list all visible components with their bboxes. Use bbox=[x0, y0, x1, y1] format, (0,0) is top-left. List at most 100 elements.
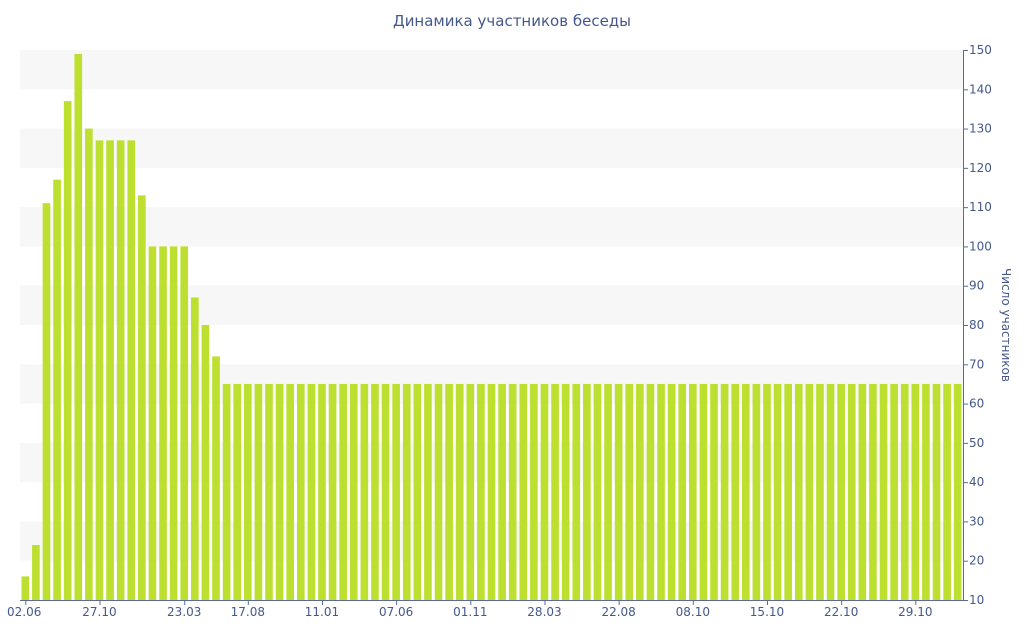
bar bbox=[667, 383, 676, 600]
bar bbox=[583, 383, 591, 600]
x-tick-label: 28.03 bbox=[527, 605, 561, 619]
y-tick-label: 100 bbox=[969, 239, 992, 253]
x-axis-ticks: 02.06 27.10 23.03 17.08 11.01 07.06 01.11 28.03… bbox=[7, 600, 932, 619]
grid-band bbox=[20, 128, 963, 168]
bar bbox=[858, 383, 867, 600]
bar bbox=[434, 383, 443, 600]
bar bbox=[413, 383, 422, 600]
bar bbox=[816, 383, 824, 600]
bar bbox=[318, 383, 326, 600]
bar bbox=[180, 246, 189, 600]
bar bbox=[371, 383, 379, 600]
grid-band bbox=[20, 207, 963, 247]
bars bbox=[21, 53, 962, 601]
bar bbox=[159, 246, 167, 600]
bar bbox=[21, 576, 30, 600]
grid-band bbox=[20, 50, 963, 90]
bar bbox=[275, 383, 284, 600]
bar bbox=[720, 383, 729, 600]
bar bbox=[402, 383, 411, 600]
bar bbox=[794, 383, 803, 600]
bar bbox=[201, 325, 210, 600]
bar bbox=[116, 140, 125, 600]
y-tick-label: 70 bbox=[969, 357, 984, 371]
bar bbox=[349, 383, 358, 600]
y-tick-label: 30 bbox=[969, 514, 984, 528]
x-tick-label: 07.06 bbox=[379, 605, 413, 619]
bar bbox=[477, 383, 485, 600]
bar bbox=[53, 179, 61, 600]
bar bbox=[837, 383, 845, 600]
bar bbox=[487, 383, 496, 600]
x-tick-label: 01.11 bbox=[453, 605, 487, 619]
bar bbox=[339, 383, 347, 600]
bar bbox=[498, 383, 506, 600]
x-tick-label: 08.10 bbox=[676, 605, 710, 619]
bar bbox=[805, 383, 814, 600]
bar bbox=[699, 383, 708, 600]
bar bbox=[466, 383, 475, 600]
x-tick-label: 29.10 bbox=[898, 605, 932, 619]
bar bbox=[148, 246, 157, 600]
bar bbox=[222, 383, 231, 600]
bar bbox=[74, 53, 83, 600]
y-tick-label: 130 bbox=[969, 122, 992, 136]
y-tick-label: 20 bbox=[969, 554, 984, 568]
bar bbox=[900, 383, 909, 600]
x-tick-label: 23.03 bbox=[167, 605, 201, 619]
bar bbox=[381, 383, 390, 600]
y-tick-label: 60 bbox=[969, 397, 984, 411]
bar bbox=[604, 383, 612, 600]
bar bbox=[953, 383, 962, 600]
bar bbox=[561, 383, 570, 600]
bar bbox=[922, 383, 930, 600]
y-tick-label: 120 bbox=[969, 161, 992, 175]
y-tick-label: 50 bbox=[969, 436, 984, 450]
x-tick-label: 02.06 bbox=[7, 605, 41, 619]
y-axis-ticks: 10 20 30 40 50 60 70 80 90 100 110 120 130 140 150 bbox=[963, 43, 992, 607]
bar bbox=[657, 383, 665, 600]
bar bbox=[265, 383, 273, 600]
x-tick-label: 27.10 bbox=[82, 605, 116, 619]
bar bbox=[243, 383, 252, 600]
y-tick-label: 150 bbox=[969, 43, 992, 57]
y-tick-label: 90 bbox=[969, 279, 984, 293]
bar bbox=[879, 383, 888, 600]
bar bbox=[911, 383, 920, 600]
bar bbox=[678, 383, 687, 600]
y-tick-label: 110 bbox=[969, 200, 992, 214]
bar bbox=[890, 383, 898, 600]
x-tick-label: 15.10 bbox=[750, 605, 784, 619]
bar bbox=[191, 297, 199, 600]
bar bbox=[773, 383, 782, 600]
x-tick-label: 22.10 bbox=[824, 605, 858, 619]
x-tick-label: 11.01 bbox=[305, 605, 339, 619]
bar bbox=[95, 140, 104, 600]
bar bbox=[254, 383, 263, 600]
bar bbox=[307, 383, 316, 600]
bar bbox=[455, 383, 464, 600]
bar bbox=[63, 101, 72, 601]
bar bbox=[826, 383, 835, 600]
bar bbox=[519, 383, 528, 600]
bar bbox=[328, 383, 337, 600]
bar bbox=[138, 195, 146, 600]
bar bbox=[540, 383, 549, 600]
y-tick-label: 10 bbox=[969, 593, 984, 607]
bar bbox=[625, 383, 634, 600]
bar bbox=[614, 383, 623, 600]
bar bbox=[869, 383, 877, 600]
bar bbox=[169, 246, 178, 600]
bar bbox=[646, 383, 655, 600]
bar bbox=[530, 383, 538, 600]
bar bbox=[636, 383, 644, 600]
bar bbox=[572, 383, 581, 600]
bar bbox=[763, 383, 771, 600]
bar bbox=[286, 383, 294, 600]
bar bbox=[445, 383, 453, 600]
x-tick-label: 17.08 bbox=[231, 605, 265, 619]
bar bbox=[42, 203, 51, 600]
y-tick-label: 140 bbox=[969, 82, 992, 96]
